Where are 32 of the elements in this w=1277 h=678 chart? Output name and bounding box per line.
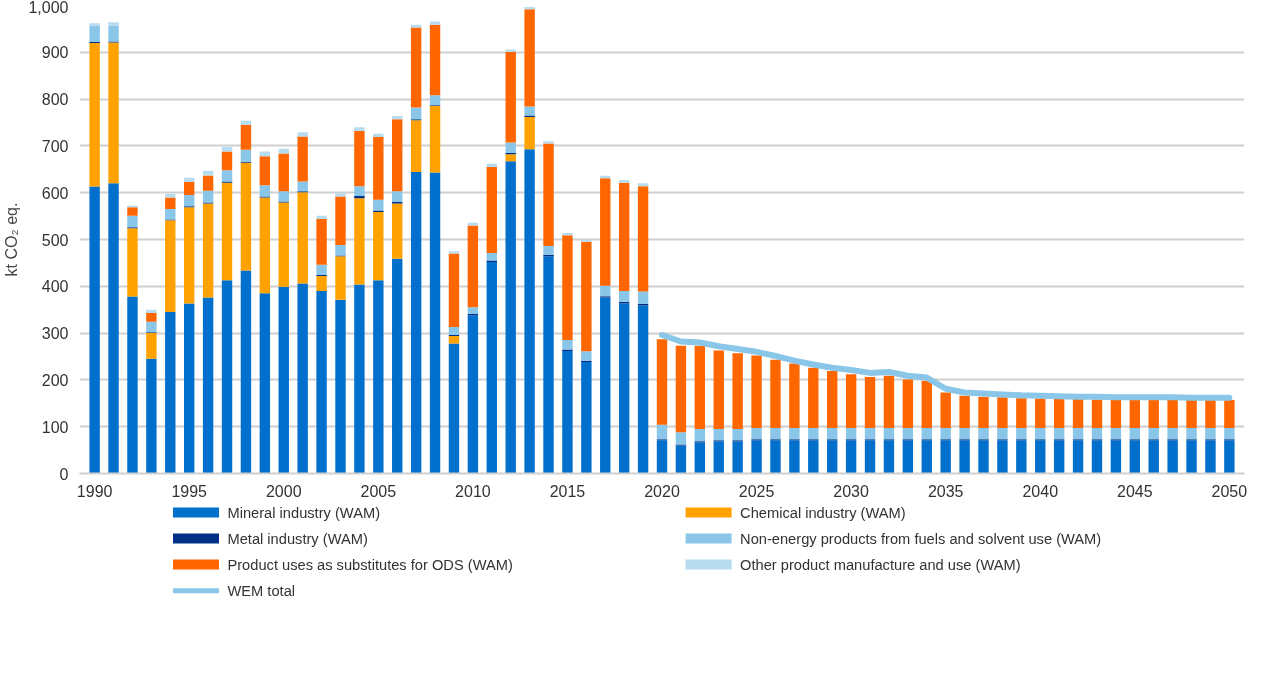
x-tick-label: 2005 [360, 482, 397, 500]
y-axis-title: kt CO₂ eq. [3, 202, 21, 277]
x-tick-label: 2035 [927, 482, 964, 500]
legend-label: WEM total [227, 582, 296, 599]
x-tick-label: 2000 [265, 482, 302, 500]
legend-label: Other product manufacture and use (WAM) [740, 556, 1021, 573]
y-tick-label: 700 [41, 137, 69, 155]
x-tick-label: 2025 [738, 482, 775, 500]
x-tick-label: 2040 [1022, 482, 1059, 500]
x-tick-label: 2050 [1211, 482, 1248, 500]
y-tick-label: 100 [41, 418, 69, 436]
y-tick-label: 600 [41, 184, 69, 202]
y-tick-label: 500 [41, 231, 69, 249]
y-tick-label: 800 [41, 91, 69, 109]
legend-label: Non-energy products from fuels and solvent use (WAM) [740, 530, 1102, 547]
legend-label: Product uses as substitutes for ODS (WAM) [227, 556, 513, 573]
x-tick-label: 2045 [1117, 482, 1153, 500]
y-tick-label: 400 [41, 278, 69, 296]
legend-label: Chemical industry (WAM) [740, 504, 906, 521]
x-tick-label: 2020 [644, 482, 680, 500]
y-tick-label: 0 [59, 465, 69, 483]
y-tick-label: 1,000 [28, 0, 69, 16]
x-tick-label: 2015 [549, 482, 586, 500]
legend-label: Metal industry (WAM) [227, 530, 368, 547]
x-tick-label: 1995 [171, 482, 208, 500]
x-tick-label: 2010 [455, 482, 491, 500]
x-tick-label: 2030 [833, 482, 870, 500]
y-tick-label: 200 [41, 371, 69, 389]
x-tick-label: 1990 [76, 482, 113, 500]
y-tick-label: 900 [41, 44, 69, 62]
y-tick-label: 300 [41, 325, 69, 343]
legend-label: Mineral industry (WAM) [227, 504, 381, 521]
